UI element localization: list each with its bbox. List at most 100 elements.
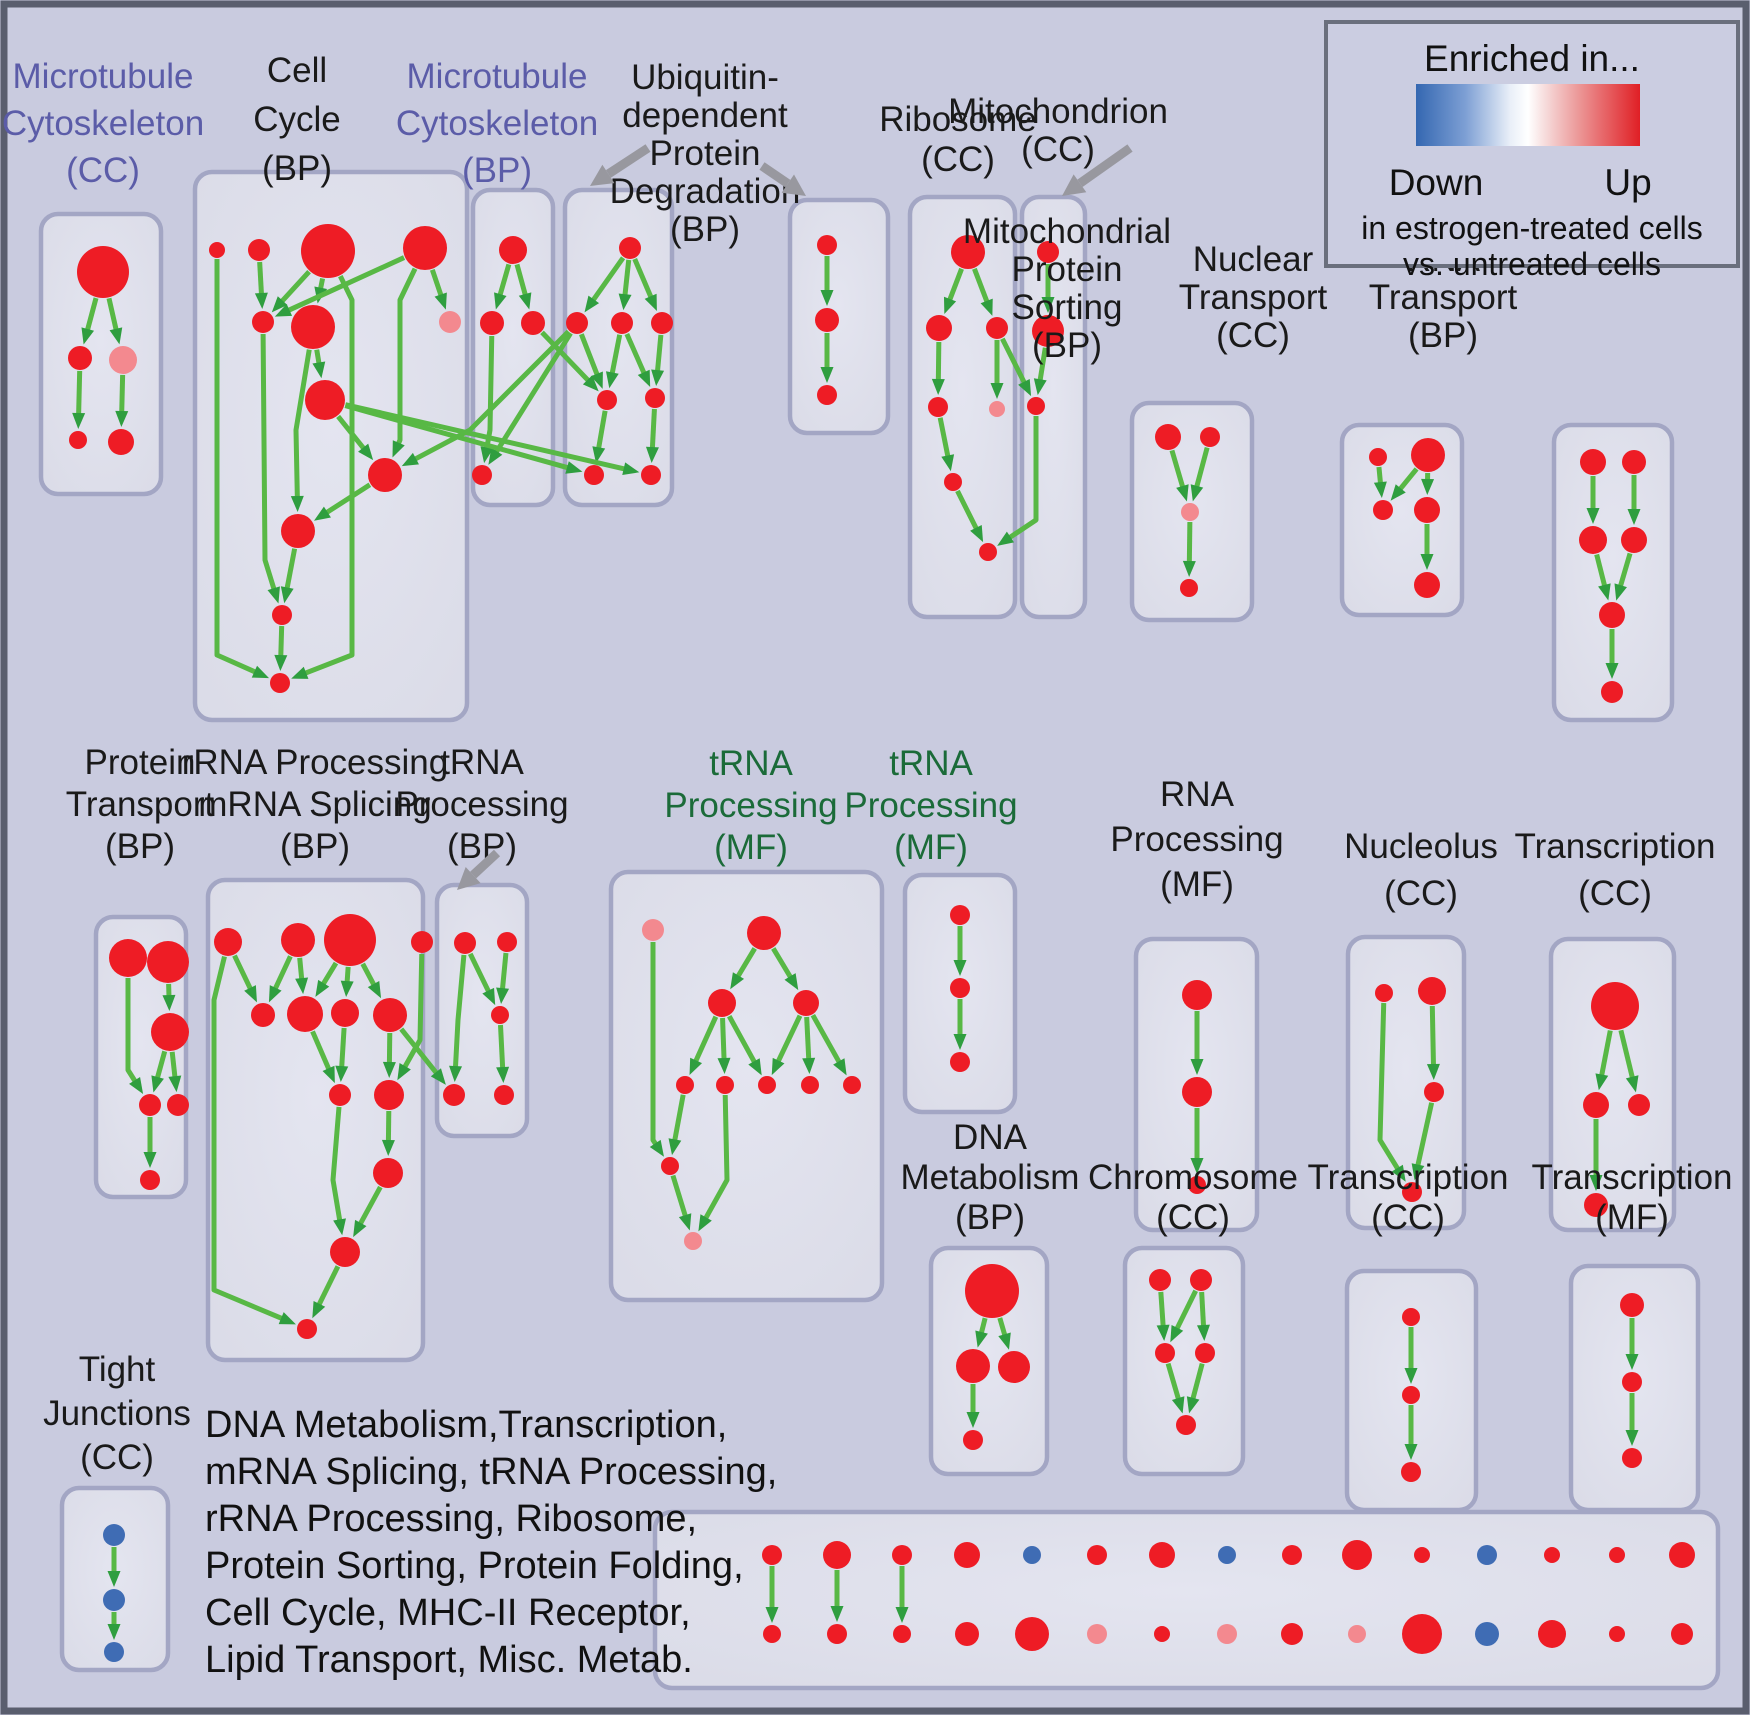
go-term-node-miscellaneous-terms-8 <box>1282 1545 1302 1565</box>
edge-line <box>360 962 378 988</box>
go-term-node-chromosome-cc-3 <box>1195 1343 1215 1363</box>
cluster-label-mitochondrial-protein-sorting-bp-line2: Sorting <box>1012 288 1123 327</box>
edge-arrowhead <box>943 296 957 314</box>
go-term-node-nucleolus-cc-1 <box>1418 977 1446 1005</box>
go-term-node-microtubule-cytoskeleton-bp-3 <box>472 465 492 485</box>
edge-line <box>935 341 942 383</box>
cluster-box-nuclear-transport-cc <box>1339 422 1465 618</box>
edge-arrowhead <box>1404 1444 1418 1460</box>
edge-arrowhead <box>649 1139 664 1157</box>
go-term-node-miscellaneous-terms-4 <box>1023 1546 1041 1564</box>
go-term-node-miscellaneous-terms-9 <box>1342 1540 1372 1570</box>
edge-line <box>997 1317 1008 1338</box>
edge-arrowhead <box>637 369 651 388</box>
edge-arrowhead <box>1190 1158 1204 1174</box>
cluster-box-miscellaneous-terms <box>652 1509 1721 1691</box>
edge-arrowhead <box>990 383 1004 399</box>
mitochondrion-pointer-line <box>1077 144 1133 187</box>
edge-arrowhead <box>830 1606 844 1622</box>
cluster-label-ubiquitin-degradation-left-line3: Degradation <box>610 172 801 211</box>
cluster-label-cell-cycle-bp-line1: Cycle <box>253 100 341 139</box>
go-term-node-ubiquitin-degradation-left-2 <box>611 312 633 334</box>
go-term-node-miscellaneous-terms-29 <box>1671 1623 1693 1645</box>
cluster-label-ubiquitin-degradation-left-line0: Ubiquitin- <box>631 58 779 97</box>
go-term-node-cell-cycle-bp-4 <box>252 311 274 333</box>
edge-line <box>320 961 339 988</box>
edge-line <box>1173 1289 1198 1332</box>
cluster-label-transcription-cc-large-line1: (CC) <box>1578 874 1652 913</box>
edge-line <box>257 261 265 297</box>
go-term-node-nuclear-transport-cc-3 <box>1414 497 1440 523</box>
edge-arrowhead <box>820 367 834 383</box>
cluster-label-dna-metabolism-bp-line1: Metabolism <box>901 1158 1080 1197</box>
edge-arrowhead <box>274 304 293 317</box>
go-term-node-transcription-cc-large-2 <box>1628 1094 1650 1116</box>
cluster-label-trna-processing-bp-line2: (BP) <box>447 827 517 866</box>
go-term-node-trna-processing-mf-large-10 <box>684 1232 702 1250</box>
edge-arrowhead <box>480 446 494 464</box>
go-term-node-tight-junctions-cc-0 <box>103 1524 125 1546</box>
cluster-label-rrna-processing-mrna-splicing-bp-line2: (BP) <box>280 827 350 866</box>
go-term-node-miscellaneous-terms-5 <box>1087 1545 1107 1565</box>
cluster-label-transcription-cc-small-line1: (CC) <box>1371 1198 1445 1237</box>
cluster-label-mitochondrion-cc-line0: Mitochondrion <box>948 92 1168 131</box>
go-term-node-rrna-processing-mrna-splicing-bp-2 <box>324 914 376 966</box>
go-term-node-rna-processing-mf-1 <box>1182 1077 1212 1107</box>
edge-arrowhead <box>833 1058 847 1076</box>
annotation-line-2: rRNA Processing, Ribosome, <box>205 1498 698 1540</box>
go-term-node-miscellaneous-terms-14 <box>1669 1542 1695 1568</box>
cluster-box-chromosome-cc <box>1122 1245 1246 1477</box>
cluster-label-microtubule-cytoskeleton-bp-line0: Microtubule <box>407 57 588 96</box>
trna-processing-bp-pointer-line <box>470 849 501 879</box>
edge-arrowhead <box>565 461 583 474</box>
go-term-node-protein-transport-bp-5 <box>140 1170 160 1190</box>
edge-line <box>1618 1029 1636 1081</box>
edge-arrowhead <box>645 446 659 464</box>
cluster-label-rna-processing-mf-line1: Processing <box>1110 820 1283 859</box>
edge-arrowhead <box>651 369 665 387</box>
edge-arrowhead <box>820 290 834 306</box>
edge-line <box>1617 552 1633 589</box>
edge-line <box>1000 337 1028 386</box>
edge-arrowhead <box>107 1624 121 1640</box>
edge-line <box>499 952 509 992</box>
edge-arrowhead <box>496 1066 510 1084</box>
edge-arrowhead <box>449 1065 463 1083</box>
edge-arrowhead <box>975 1330 988 1348</box>
edge-arrowhead <box>1182 560 1196 578</box>
edge-line <box>771 947 794 981</box>
cluster-label-chromosome-cc-line0: Chromosome <box>1088 1158 1298 1197</box>
edge-arrowhead <box>109 327 123 345</box>
edge-arrowhead <box>482 987 496 1006</box>
go-term-node-cell-cycle-bp-8 <box>368 458 402 492</box>
cluster-label-transcription-mf-line1: (MF) <box>1595 1198 1669 1237</box>
edge-arrowhead <box>1391 1164 1406 1182</box>
edge-line <box>278 625 285 659</box>
go-term-node-nuclear-transport-cc-4 <box>1414 572 1440 598</box>
go-term-node-trna-processing-bp-2 <box>491 1006 509 1024</box>
go-term-node-transcription-mf-1 <box>1622 1372 1642 1392</box>
labels-layer: Microtubule Cytoskeleton (CC) Cell Cycle (BP)… <box>2 51 1733 1477</box>
legend-color-gradient-bar <box>1416 84 1640 146</box>
edge-arrowhead <box>107 1571 121 1587</box>
go-term-node-rrna-processing-mrna-splicing-bp-4 <box>251 1003 275 1027</box>
go-term-node-chromosome-cc-4 <box>1176 1415 1196 1435</box>
go-term-node-rna-transport-bp-4 <box>1599 602 1625 628</box>
edge-line <box>1169 449 1186 490</box>
go-term-node-tight-junctions-cc-2 <box>104 1642 124 1662</box>
go-term-node-miscellaneous-terms-24 <box>1348 1625 1366 1643</box>
legend-subtitle-line1: in estrogen-treated cells <box>1361 210 1703 246</box>
edge-line <box>339 1027 347 1070</box>
go-term-node-miscellaneous-terms-3 <box>954 1542 980 1568</box>
go-term-node-trna-processing-mf-large-6 <box>758 1076 776 1094</box>
cluster-label-dna-metabolism-bp-line0: DNA <box>953 1118 1028 1157</box>
go-term-node-mitochondrion-cc-2 <box>1027 397 1045 415</box>
cluster-label-tight-junctions-cc-line0: Tight <box>79 1350 156 1389</box>
edge-arrowhead <box>278 1312 296 1325</box>
go-term-node-rrna-processing-mrna-splicing-bp-5 <box>287 996 323 1032</box>
edge-line <box>692 1015 719 1065</box>
edge-line <box>154 1050 168 1081</box>
go-term-node-trna-processing-mf-small-2 <box>950 1052 970 1072</box>
cluster-label-trna-processing-mf-small-line1: Processing <box>844 786 1017 825</box>
cluster-label-cell-cycle-bp-line0: Cell <box>267 51 327 90</box>
